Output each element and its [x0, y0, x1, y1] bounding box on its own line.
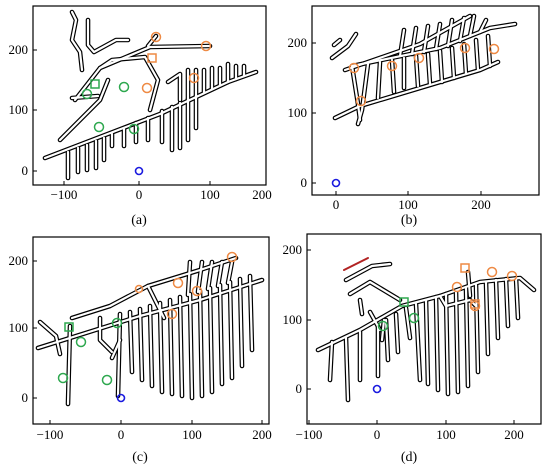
orange-marker	[191, 285, 203, 297]
orange-marker	[506, 270, 518, 282]
orange-marker	[459, 42, 471, 54]
orange-marker	[451, 281, 463, 293]
green-markers-a	[81, 79, 140, 135]
orange-marker	[355, 95, 367, 107]
orange-square-marker	[147, 53, 157, 63]
orange-marker	[188, 72, 200, 84]
y-tick-label: 200	[9, 253, 29, 268]
y-tick-label: 0	[301, 175, 308, 190]
x-tick-label: −100	[296, 427, 323, 442]
y-tick-label: 0	[22, 390, 29, 405]
x-tick-label: 200	[252, 187, 272, 202]
panel-b: 0 100 200 0 100 200 (b)	[288, 5, 540, 228]
x-tick-label: −100	[37, 427, 64, 442]
x-tick-label: 200	[471, 197, 491, 212]
orange-marker	[413, 52, 425, 64]
orange-marker	[150, 31, 162, 43]
orange-marker	[200, 40, 212, 52]
orange-marker	[172, 277, 184, 289]
ticks-b	[312, 42, 482, 195]
green-marker	[128, 123, 140, 135]
x-tick-label: −100	[51, 187, 78, 202]
orange-marker	[469, 300, 481, 312]
orange-marker	[486, 266, 498, 278]
green-square-marker	[399, 297, 409, 307]
orange-marker	[141, 82, 153, 94]
orange-markers-a	[141, 31, 212, 94]
y-tick-label: 100	[9, 320, 29, 335]
orange-marker	[134, 284, 144, 294]
origin-marker-d	[372, 384, 382, 394]
y-tick-label: 100	[9, 102, 29, 117]
y-tick-label: 0	[296, 381, 303, 396]
orange-markers-d	[451, 263, 518, 312]
origin-marker-b	[331, 178, 341, 188]
green-marker	[57, 372, 69, 384]
plot-frame-d	[306, 233, 542, 425]
x-tick-label: 0	[374, 427, 381, 442]
orange-marker	[348, 62, 360, 74]
panel-a: −100 0 100 200 0 100 200 (a)	[9, 5, 272, 228]
panel-d: −100 0 100 200 0 100 200 (d)	[283, 233, 542, 465]
green-marker	[101, 374, 113, 386]
tunnel-network-a	[42, 9, 259, 181]
panel-caption: (c)	[132, 450, 148, 465]
orange-markers-c	[134, 251, 238, 320]
x-tick-label: 0	[136, 187, 143, 202]
x-tick-label: 200	[252, 427, 272, 442]
green-marker	[75, 336, 87, 348]
green-square-marker	[64, 322, 74, 332]
panel-caption: (a)	[131, 213, 147, 228]
x-tick-label: 100	[436, 427, 456, 442]
orange-square-marker	[460, 263, 470, 273]
y-tick-label: 0	[22, 163, 29, 178]
x-tick-label: 100	[200, 187, 220, 202]
green-marker	[408, 312, 420, 324]
x-tick-label: 200	[504, 427, 524, 442]
panel-c: −100 0 100 200 0 100 200 (c)	[9, 236, 272, 465]
green-marker	[93, 121, 105, 133]
panel-caption: (b)	[401, 213, 418, 228]
origin-marker-c	[116, 393, 126, 403]
y-tick-label: 200	[9, 42, 29, 57]
orange-markers-b	[348, 42, 500, 107]
ticks-c	[33, 260, 263, 424]
x-tick-label: 100	[398, 197, 418, 212]
orange-marker	[226, 251, 238, 263]
green-marker	[118, 81, 130, 93]
ticks-d	[307, 249, 515, 424]
origin-marker-a	[134, 166, 144, 176]
y-tick-label: 100	[283, 312, 303, 327]
x-tick-label: 100	[182, 427, 202, 442]
orange-marker	[166, 308, 178, 320]
green-markers-d	[377, 297, 420, 332]
tunnel-network-c	[35, 255, 265, 407]
red-segment	[343, 257, 369, 271]
ticks-a	[33, 49, 211, 185]
y-tick-label: 200	[283, 242, 303, 257]
green-marker	[81, 88, 93, 100]
green-marker	[111, 317, 123, 329]
x-tick-label: 0	[333, 197, 340, 212]
orange-marker	[386, 60, 398, 72]
green-square-marker	[90, 79, 100, 89]
green-marker	[377, 320, 389, 332]
y-tick-label: 100	[288, 105, 308, 120]
orange-marker	[488, 43, 500, 55]
y-tick-label: 200	[288, 35, 308, 50]
panel-caption: (d)	[401, 450, 418, 465]
green-markers-c	[57, 317, 123, 386]
x-tick-label: 0	[118, 427, 125, 442]
